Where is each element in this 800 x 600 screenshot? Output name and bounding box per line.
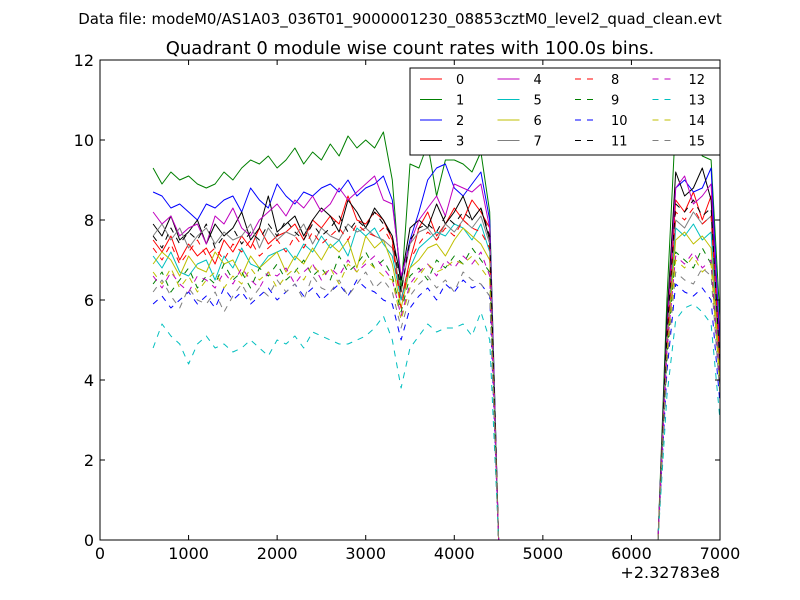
legend-label-4: 4 [534, 73, 542, 88]
series-layer [152, 119, 720, 540]
legend-label-8: 8 [611, 73, 619, 88]
legend-label-14: 14 [689, 114, 706, 129]
chart-title: Quadrant 0 module wise count rates with … [166, 38, 655, 59]
legend-label-2: 2 [456, 114, 464, 129]
x-tick-label: 7000 [700, 544, 741, 563]
y-tick-label: 4 [84, 371, 94, 390]
x-offset-label: +2.32783e8 [620, 563, 720, 582]
y-tick-label: 12 [74, 51, 94, 70]
series-line-10 [152, 279, 720, 540]
x-tick-label: 0 [95, 544, 105, 563]
plot-frame [99, 59, 721, 541]
legend-label-7: 7 [534, 135, 542, 150]
series-line-13 [152, 303, 720, 540]
series-line-9 [152, 247, 720, 540]
series-line-12 [152, 251, 720, 540]
series-line-3 [152, 167, 720, 540]
legend-label-12: 12 [689, 73, 706, 88]
legend-label-13: 13 [689, 94, 706, 109]
legend-label-10: 10 [611, 114, 628, 129]
legend-label-15: 15 [689, 135, 706, 150]
series-line-1 [152, 119, 720, 540]
x-tick-label: 5000 [522, 544, 563, 563]
series-line-14 [152, 255, 720, 540]
series-line-8 [152, 207, 720, 540]
y-tick-label: 0 [84, 531, 94, 550]
legend-label-0: 0 [456, 73, 464, 88]
x-tick-label: 3000 [345, 544, 386, 563]
series-line-5 [152, 223, 720, 540]
legend-label-3: 3 [456, 135, 464, 150]
legend-label-9: 9 [611, 94, 619, 109]
x-tick-label: 4000 [434, 544, 475, 563]
x-tick-label: 2000 [257, 544, 298, 563]
series-line-11 [152, 199, 720, 540]
series-line-4 [152, 175, 720, 540]
series-line-15 [152, 267, 720, 540]
y-tick-label: 10 [74, 131, 94, 150]
series-line-6 [152, 227, 720, 540]
y-tick-label: 8 [84, 211, 94, 230]
series-line-2 [152, 163, 720, 540]
y-tick-label: 2 [84, 451, 94, 470]
x-tick-label: 1000 [168, 544, 209, 563]
legend-label-1: 1 [456, 94, 464, 109]
legend-label-5: 5 [534, 94, 542, 109]
legend-label-6: 6 [534, 114, 542, 129]
y-tick-label: 6 [84, 291, 94, 310]
chart-suptitle: Data file: modeM0/AS1A03_036T01_90000012… [78, 10, 722, 29]
legend-label-11: 11 [611, 135, 628, 150]
x-tick-label: 6000 [611, 544, 652, 563]
